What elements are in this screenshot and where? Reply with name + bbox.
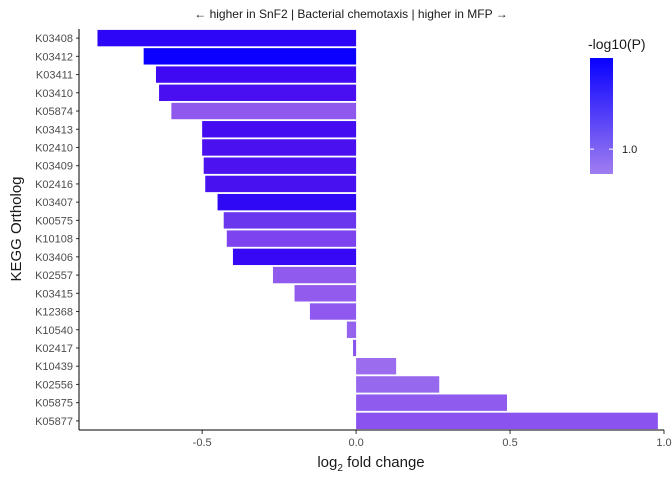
x-tick-label: 0.5 (502, 437, 517, 449)
bar-k05875 (356, 394, 507, 411)
y-tick-label: K05875 (35, 398, 73, 410)
bar-k02410 (202, 139, 357, 156)
y-tick-label: K03408 (35, 33, 73, 45)
bar-k00575 (223, 212, 357, 229)
y-tick-label: K03410 (35, 88, 73, 100)
y-tick-label: K03409 (35, 161, 73, 173)
legend-colorbar: -log10(P) 1.0 (588, 36, 646, 174)
bar-k02557 (272, 266, 357, 284)
y-tick-label: K02417 (35, 343, 73, 355)
bar-k10108 (226, 230, 357, 247)
y-tick-label: K03411 (36, 70, 73, 82)
y-tick-label: K12368 (35, 307, 73, 319)
y-axis-ticks: K03408 K03412 K03411 K03410 K05874 K03413 K024… (35, 33, 79, 428)
bar-k03411 (155, 66, 357, 83)
bar-k02416 (205, 175, 357, 193)
y-tick-label: K02416 (35, 179, 73, 191)
bar-k03408 (97, 29, 357, 47)
bar-k12368 (309, 303, 357, 320)
bars-group (97, 29, 658, 430)
bar-k05877 (356, 412, 658, 430)
bar-k03409 (203, 157, 357, 174)
y-tick-label: K05877 (35, 416, 73, 428)
y-tick-label: K03407 (35, 197, 73, 209)
y-tick-label: K03413 (35, 124, 73, 136)
bar-k03413 (202, 121, 357, 138)
chart-title: ← higher in SnF2 | Bacterial chemotaxis … (194, 7, 507, 21)
x-axis-title-rest: fold change (343, 454, 425, 471)
x-tick-label: 1.0 (656, 437, 671, 449)
y-tick-label: K02556 (35, 379, 73, 391)
x-tick-label: 0.0 (348, 437, 363, 449)
bar-k10540 (346, 321, 357, 338)
y-tick-label: K10108 (35, 234, 73, 246)
bar-k02417 (353, 339, 357, 357)
y-tick-label: K03415 (35, 288, 73, 300)
bar-k03406 (232, 248, 357, 266)
x-tick-label: -0.5 (193, 437, 212, 449)
x-axis-ticks: -0.5 0.0 0.5 1.0 (193, 430, 672, 449)
y-tick-label: K00575 (35, 215, 73, 227)
legend-title: -log10(P) (588, 36, 646, 52)
legend-colorbar-gradient (590, 58, 613, 174)
x-axis-title-subscript: 2 (337, 463, 343, 474)
y-tick-label: K10540 (35, 325, 73, 337)
y-tick-label: K05874 (35, 106, 73, 118)
bar-k10439 (356, 358, 397, 375)
bar-k05874 (171, 102, 357, 120)
bar-k03410 (159, 84, 357, 101)
legend-tick-label: 1.0 (622, 144, 637, 156)
x-axis-title: log2 fold change (317, 454, 424, 474)
y-tick-label: K03406 (35, 252, 73, 264)
legend-ticks: 1.0 (590, 144, 637, 156)
y-tick-label: K02410 (35, 142, 73, 154)
y-tick-label: K03412 (35, 51, 73, 63)
y-tick-label: K02557 (35, 270, 73, 282)
y-axis-title: KEGG Ortholog (8, 176, 25, 281)
bar-k03412 (143, 48, 357, 65)
bar-k03415 (294, 285, 357, 302)
bar-k03407 (217, 193, 357, 211)
x-axis-title-main: log (317, 454, 337, 471)
bar-k02556 (356, 376, 440, 393)
y-tick-label: K10439 (35, 361, 73, 373)
